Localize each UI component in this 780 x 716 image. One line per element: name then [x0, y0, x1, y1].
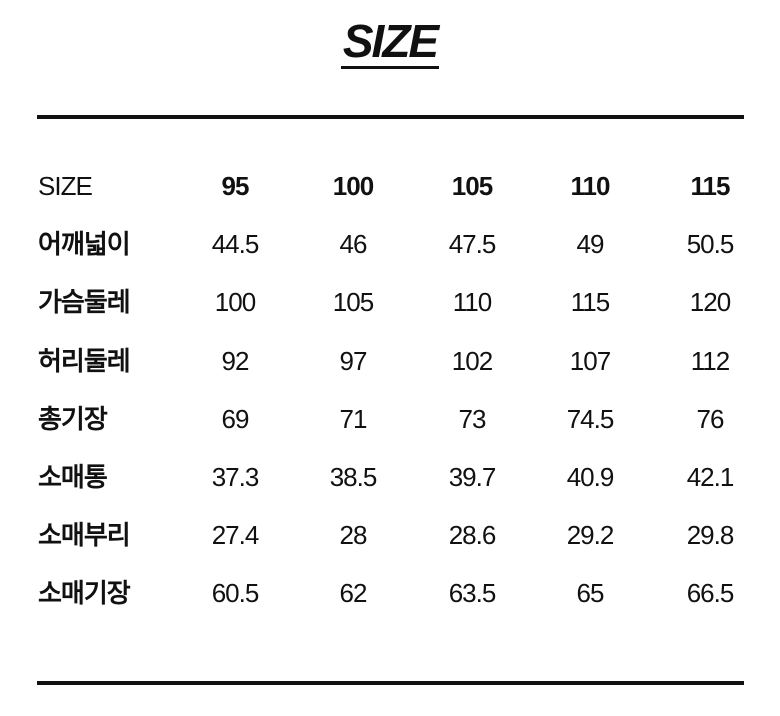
value-cell: 28.6 [448, 520, 497, 550]
value-cell: 74.5 [566, 404, 615, 434]
value-cell: 97 [339, 346, 368, 376]
size-header-cell: 110 [570, 171, 611, 201]
value-cell: 29.2 [566, 520, 615, 550]
row-label: 소매통 [38, 462, 108, 492]
value-cell: 60.5 [211, 578, 260, 608]
value-cell: 120 [689, 287, 731, 317]
value-cell: 92 [221, 346, 250, 376]
table-row: 허리둘레 92 97 102 107 112 [0, 341, 780, 381]
value-cell: 42.1 [686, 462, 735, 492]
value-cell: 102 [451, 346, 493, 376]
row-label: 소매기장 [38, 578, 131, 608]
value-cell: 44.5 [211, 229, 260, 259]
value-cell: 107 [569, 346, 611, 376]
size-header-cell: 105 [451, 171, 493, 201]
value-cell: 27.4 [211, 520, 260, 550]
top-divider [37, 115, 744, 119]
row-label: SIZE [38, 171, 93, 201]
table-row: 가슴둘레 100 105 110 115 120 [0, 282, 780, 322]
value-cell: 65 [576, 578, 605, 608]
row-label: 허리둘레 [38, 346, 131, 376]
value-cell: 66.5 [686, 578, 735, 608]
row-label: 어깨넓이 [38, 229, 131, 259]
table-row: 소매기장 60.5 62 63.5 65 66.5 [0, 573, 780, 613]
value-cell: 38.5 [329, 462, 378, 492]
table-row: 어깨넓이 44.5 46 47.5 49 50.5 [0, 224, 780, 264]
table-row: 총기장 69 71 73 74.5 76 [0, 399, 780, 439]
value-cell: 62 [339, 578, 368, 608]
page-title: SIZE [0, 14, 780, 69]
title-text: SIZE [340, 15, 439, 69]
value-cell: 115 [570, 287, 610, 317]
value-cell: 39.7 [448, 462, 497, 492]
table-row: 소매통 37.3 38.5 39.7 40.9 42.1 [0, 457, 780, 497]
value-cell: 71 [339, 404, 368, 434]
size-header-cell: 95 [221, 171, 250, 201]
value-cell: 63.5 [448, 578, 497, 608]
value-cell: 73 [458, 404, 487, 434]
value-cell: 105 [332, 287, 374, 317]
value-cell: 110 [452, 287, 492, 317]
size-header-cell: 100 [332, 171, 374, 201]
value-cell: 76 [696, 404, 725, 434]
table-row: 소매부리 27.4 28 28.6 29.2 29.8 [0, 515, 780, 555]
size-header-cell: 115 [690, 171, 731, 201]
value-cell: 40.9 [566, 462, 615, 492]
value-cell: 100 [214, 287, 256, 317]
value-cell: 49 [576, 229, 605, 259]
row-label: 가슴둘레 [38, 287, 131, 317]
value-cell: 50.5 [686, 229, 735, 259]
value-cell: 112 [690, 346, 730, 376]
value-cell: 47.5 [448, 229, 497, 259]
row-label: 소매부리 [38, 520, 131, 550]
value-cell: 69 [221, 404, 250, 434]
value-cell: 46 [339, 229, 368, 259]
row-label: 총기장 [38, 404, 108, 434]
bottom-divider [37, 681, 744, 685]
value-cell: 28 [339, 520, 368, 550]
header-row: SIZE 95 100 105 110 115 [0, 166, 780, 206]
value-cell: 29.8 [686, 520, 735, 550]
value-cell: 37.3 [211, 462, 260, 492]
